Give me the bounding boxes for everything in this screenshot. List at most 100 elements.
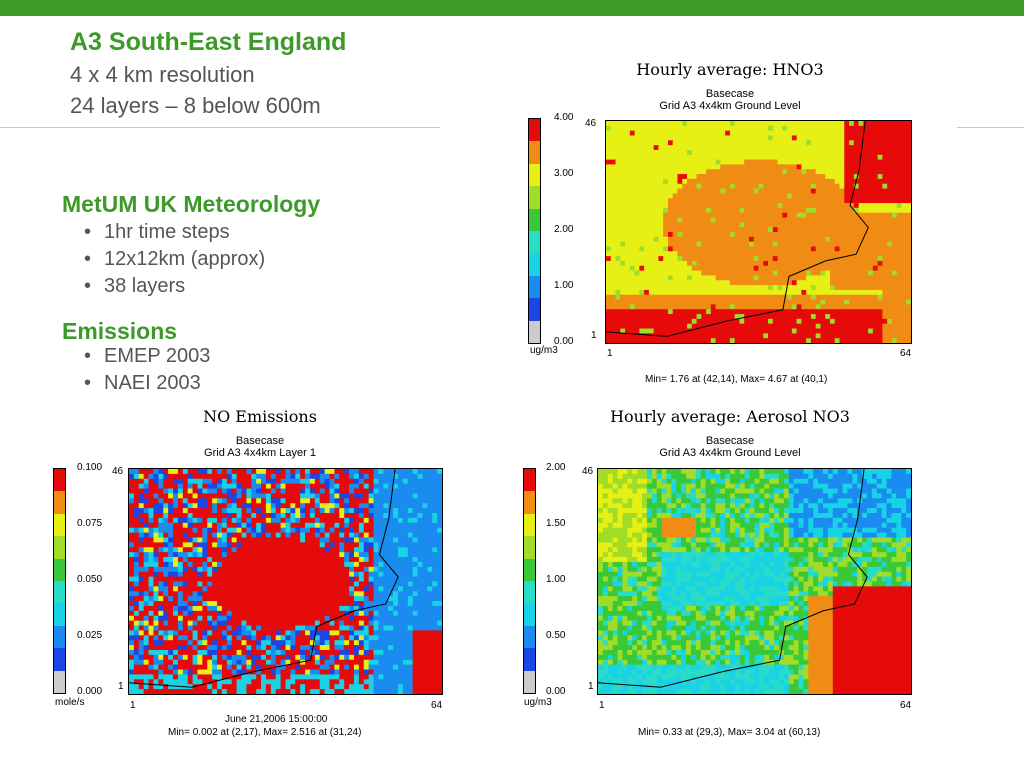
map-grid-no-emissions bbox=[129, 469, 442, 694]
map-min-max-stats: Min= 1.76 at (42,14), Max= 4.67 at (40,1… bbox=[645, 374, 828, 385]
colorbar-band bbox=[529, 275, 540, 299]
colorbar-band bbox=[524, 670, 535, 693]
colorbar-tick-label: 0.00 bbox=[554, 336, 574, 347]
colorbar-band bbox=[529, 230, 540, 254]
colorbar-tick-label: 2.00 bbox=[554, 224, 574, 235]
colorbar-unit-label: mole/s bbox=[55, 697, 85, 708]
colorbar-band bbox=[529, 141, 540, 164]
colorbar bbox=[53, 468, 66, 694]
colorbar-band bbox=[524, 603, 535, 626]
y-axis-bottom-label: 1 bbox=[588, 681, 594, 692]
map-title: NO Emissions bbox=[203, 407, 317, 426]
colorbar-band bbox=[54, 469, 65, 492]
colorbar-band bbox=[54, 603, 65, 626]
colorbar-band bbox=[524, 648, 535, 671]
bullet-item: 12x12km (approx) bbox=[84, 246, 265, 273]
colorbar-band bbox=[54, 625, 65, 649]
y-axis-bottom-label: 1 bbox=[118, 681, 124, 692]
colorbar-tick-label: 3.00 bbox=[554, 168, 574, 179]
map-basecase-label: Basecase bbox=[705, 435, 755, 447]
y-axis-top-label: 46 bbox=[582, 466, 594, 477]
colorbar-tick-label: 0.025 bbox=[77, 630, 103, 641]
colorbar bbox=[523, 468, 536, 694]
meteorology-bullet-list: 1hr time steps 12x12km (approx) 38 layer… bbox=[84, 219, 265, 300]
colorbar-band bbox=[54, 536, 65, 559]
colorbar-band bbox=[54, 513, 65, 537]
map-min-max-stats: Min= 0.002 at (2,17), Max= 2.516 at (31,… bbox=[168, 727, 362, 738]
divider-left bbox=[0, 127, 440, 128]
map-grid-label: Grid A3 4x4km Ground Level bbox=[659, 100, 801, 112]
slide-title: A3 South-East England bbox=[70, 28, 347, 56]
colorbar-tick-label: 0.100 bbox=[77, 462, 103, 473]
hno3-map-panel: Hourly average: HNO3 Basecase Grid A3 4x4k… bbox=[525, 58, 935, 393]
concentration-map-aerosol-no3 bbox=[597, 468, 912, 695]
colorbar-band bbox=[524, 558, 535, 581]
colorbar-tick-label: 2.00 bbox=[546, 462, 566, 473]
colorbar-tick-label: 1.50 bbox=[546, 518, 566, 529]
colorbar-band bbox=[529, 208, 540, 231]
slide-subtitle-layers: 24 layers – 8 below 600m bbox=[70, 93, 321, 118]
concentration-map-no-emissions bbox=[128, 468, 443, 695]
map-grid-hno3 bbox=[606, 121, 911, 343]
colorbar-unit-label: ug/m3 bbox=[530, 345, 558, 356]
colorbar-tick-label: 0.050 bbox=[77, 574, 103, 585]
y-axis-bottom-label: 1 bbox=[591, 330, 597, 341]
colorbar-band bbox=[529, 320, 540, 343]
colorbar-tick-label: 0.000 bbox=[77, 686, 103, 697]
map-grid-aerosol-no3 bbox=[598, 469, 911, 694]
map-basecase-label: Basecase bbox=[235, 435, 285, 447]
colorbar-band bbox=[529, 298, 540, 321]
colorbar-band bbox=[529, 119, 540, 142]
map-grid-label: Grid A3 4x4km Ground Level bbox=[659, 447, 801, 459]
colorbar-band bbox=[524, 513, 535, 537]
colorbar-band bbox=[524, 536, 535, 559]
x-axis-left-label: 1 bbox=[607, 348, 613, 359]
section-heading-meteorology: MetUM UK Meteorology bbox=[62, 191, 321, 217]
map-title: Hourly average: Aerosol NO3 bbox=[610, 407, 850, 426]
emissions-bullet-list: EMEP 2003 NAEI 2003 bbox=[84, 343, 210, 397]
concentration-map-hno3 bbox=[605, 120, 912, 344]
colorbar-band bbox=[54, 580, 65, 604]
colorbar bbox=[528, 118, 541, 344]
colorbar-tick-label: 0.075 bbox=[77, 518, 103, 529]
x-axis-right-label: 64 bbox=[900, 348, 912, 359]
slide-subtitle-resolution: 4 x 4 km resolution bbox=[70, 62, 255, 87]
colorbar-tick-label: 0.50 bbox=[546, 630, 566, 641]
colorbar-tick-label: 0.00 bbox=[546, 686, 566, 697]
colorbar-tick-label: 1.00 bbox=[554, 280, 574, 291]
colorbar-band bbox=[54, 491, 65, 514]
bullet-item: EMEP 2003 bbox=[84, 343, 210, 370]
colorbar-band bbox=[529, 163, 540, 187]
bullet-item: 1hr time steps bbox=[84, 219, 265, 246]
map-title: Hourly average: HNO3 bbox=[636, 60, 824, 79]
colorbar-band bbox=[529, 253, 540, 276]
bullet-item: NAEI 2003 bbox=[84, 370, 210, 397]
coastline bbox=[129, 469, 399, 688]
x-axis-right-label: 64 bbox=[900, 700, 912, 711]
colorbar-band bbox=[524, 469, 535, 492]
map-min-max-stats: Min= 0.33 at (29,3), Max= 3.04 at (60,13… bbox=[638, 727, 821, 738]
no-emissions-map-panel: NO Emissions Basecase Grid A3 4x4km Layer … bbox=[50, 405, 470, 745]
map-date-label: June 21,2006 15:00:00 bbox=[225, 714, 328, 725]
colorbar-band bbox=[54, 670, 65, 693]
x-axis-left-label: 1 bbox=[599, 700, 605, 711]
divider-right bbox=[957, 127, 1024, 128]
aerosol-no3-map-panel: Hourly average: Aerosol NO3 Basecase Grid … bbox=[520, 405, 940, 745]
colorbar-band bbox=[529, 186, 540, 209]
map-basecase-label: Basecase bbox=[705, 88, 755, 100]
colorbar-band bbox=[54, 558, 65, 581]
map-grid-label: Grid A3 4x4km Layer 1 bbox=[204, 447, 316, 459]
colorbar-unit-label: ug/m3 bbox=[524, 697, 552, 708]
y-axis-top-label: 46 bbox=[585, 118, 597, 129]
y-axis-top-label: 46 bbox=[112, 466, 124, 477]
top-accent-bar bbox=[0, 0, 1024, 16]
section-heading-emissions: Emissions bbox=[62, 318, 178, 344]
colorbar-tick-label: 4.00 bbox=[554, 112, 574, 123]
x-axis-left-label: 1 bbox=[130, 700, 136, 711]
colorbar-band bbox=[54, 648, 65, 671]
colorbar-tick-label: 1.00 bbox=[546, 574, 566, 585]
coastline bbox=[598, 469, 868, 688]
colorbar-band bbox=[524, 580, 535, 604]
bullet-item: 38 layers bbox=[84, 273, 265, 300]
coastline bbox=[606, 121, 869, 337]
